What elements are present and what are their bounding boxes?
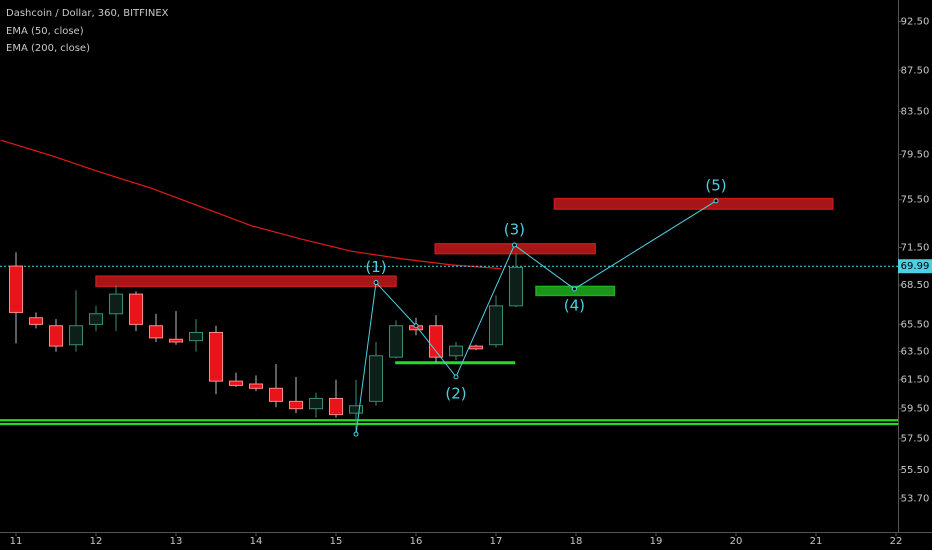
y-tick-label: 63.50 <box>901 347 930 358</box>
x-tick-label: 11 <box>10 536 23 547</box>
candle-body <box>469 345 483 350</box>
candle-body <box>109 293 123 315</box>
legend-item: EMA (50, close) <box>6 26 84 37</box>
wave-point <box>713 198 719 204</box>
x-tick-label: 19 <box>650 536 663 547</box>
candle-body <box>269 387 283 402</box>
y-tick-label: 68.50 <box>901 280 930 291</box>
wave-label: (1) <box>365 258 386 276</box>
candle-body <box>129 293 143 325</box>
candle-body <box>449 345 463 357</box>
y-tick-label: 53.70 <box>901 494 930 505</box>
y-tick-label: 55.50 <box>901 465 930 476</box>
y-tick-label: 92.50 <box>901 17 930 28</box>
y-tick-label: 75.50 <box>901 195 930 206</box>
y-tick-label: 61.50 <box>901 375 930 386</box>
candle-body <box>69 325 83 346</box>
wave-point <box>571 286 577 292</box>
y-tick-label: 71.50 <box>901 243 930 254</box>
candle-body <box>49 325 63 347</box>
x-tick-label: 18 <box>570 536 583 547</box>
candle-body <box>429 325 443 358</box>
wave-point <box>511 242 517 248</box>
last-price-label: 69.99 <box>901 261 930 272</box>
candle-body <box>389 325 403 358</box>
candle-body <box>149 325 163 339</box>
candle-body <box>249 383 263 389</box>
x-tick-label: 21 <box>810 536 823 547</box>
wave-label: (2) <box>445 384 466 402</box>
x-tick-label: 12 <box>90 536 103 547</box>
candle-body <box>169 338 183 343</box>
legend-item: EMA (200, close) <box>6 43 90 54</box>
candle-body <box>89 313 103 325</box>
candle-body <box>189 331 203 342</box>
y-tick-label: 65.50 <box>901 319 930 330</box>
y-tick-label: 59.50 <box>901 404 930 415</box>
wave-label: (4) <box>564 296 585 314</box>
last-price-box <box>898 259 932 274</box>
y-tick-label: 87.50 <box>901 65 930 76</box>
x-tick-label: 13 <box>170 536 183 547</box>
x-tick-label: 22 <box>890 536 903 547</box>
wave-point <box>353 431 359 437</box>
y-tick-label: 79.50 <box>901 149 930 160</box>
x-tick-label: 14 <box>250 536 263 547</box>
candle-body <box>9 265 23 313</box>
y-tick-label: 57.50 <box>901 434 930 445</box>
candle-body <box>229 380 243 386</box>
chart-title: Dashcoin / Dollar, 360, BITFINEX <box>6 8 169 19</box>
y-tick-label: 83.50 <box>901 106 930 117</box>
wave-point <box>413 323 419 329</box>
x-tick-label: 15 <box>330 536 343 547</box>
candle-body <box>209 331 223 382</box>
wave-label: (3) <box>504 221 525 239</box>
wave-point <box>373 280 379 286</box>
zone <box>95 275 397 288</box>
ema-line <box>0 139 501 270</box>
candle-body <box>309 397 323 410</box>
candle-body <box>509 266 523 307</box>
x-tick-label: 20 <box>730 536 743 547</box>
candle-body <box>489 305 503 346</box>
wave-point <box>453 374 459 380</box>
wave-label: (5) <box>705 176 726 194</box>
zone <box>553 197 834 210</box>
candle-body <box>369 355 383 402</box>
x-tick-label: 17 <box>490 536 503 547</box>
candle-body <box>289 400 303 410</box>
x-tick-label: 16 <box>410 536 423 547</box>
candle-body <box>329 397 343 416</box>
candle-body <box>29 317 43 325</box>
candle-body <box>349 405 363 414</box>
